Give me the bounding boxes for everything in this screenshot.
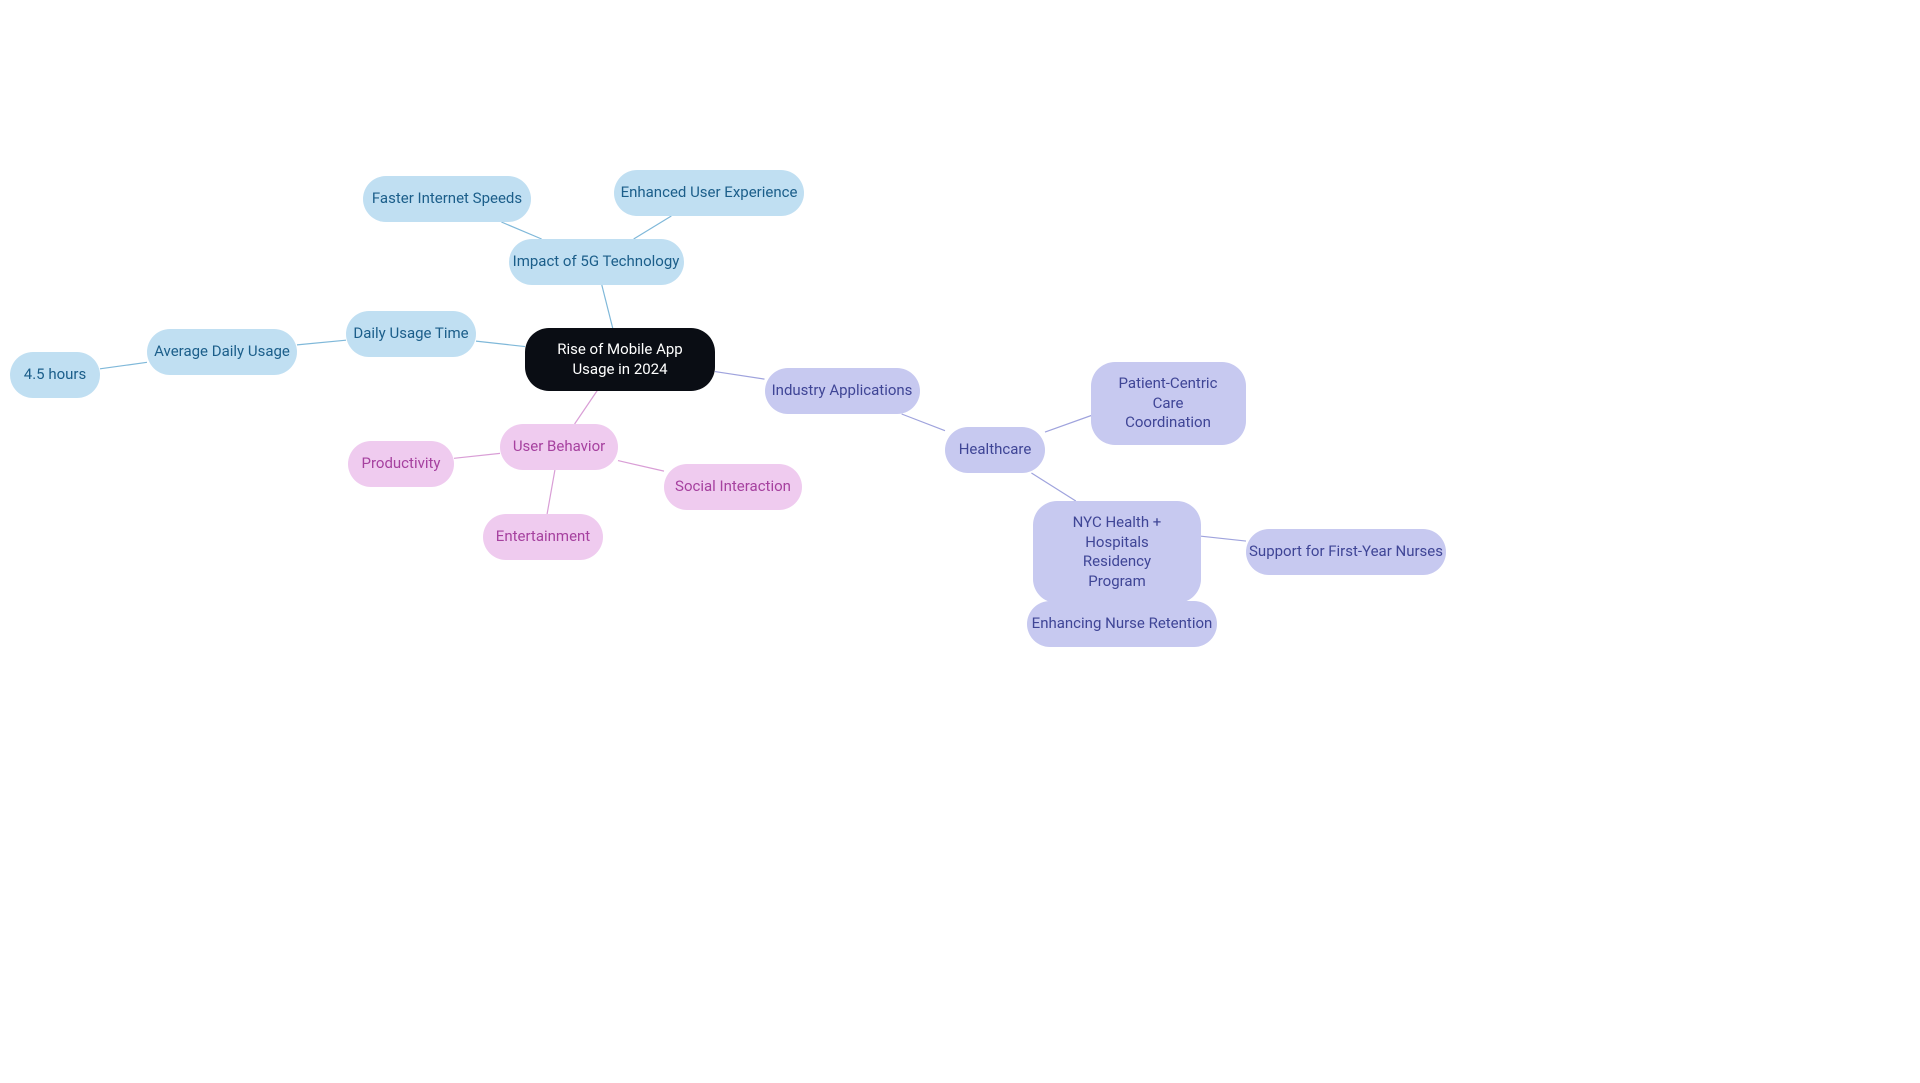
node-entertainment: Entertainment (483, 514, 603, 560)
node-productivity: Productivity (348, 441, 454, 487)
edge-impact5g-faster (501, 222, 541, 239)
edge-avgdaily-hours (100, 362, 147, 368)
node-impact5g: Impact of 5G Technology (509, 239, 684, 285)
edge-root-industry (715, 372, 765, 380)
node-social: Social Interaction (664, 464, 802, 510)
node-enhanced: Enhanced User Experience (614, 170, 804, 216)
edge-root-dailytime (476, 341, 525, 346)
node-userbeh: User Behavior (500, 424, 618, 470)
edge-industry-healthcare (902, 414, 945, 431)
node-firstyear: Support for First-Year Nurses (1246, 529, 1446, 575)
node-avgdaily: Average Daily Usage (147, 329, 297, 375)
edge-healthcare-patientcare (1045, 414, 1095, 432)
node-root: Rise of Mobile App Usage in 2024 (525, 328, 715, 391)
edge-healthcare-nycprogram (1031, 473, 1075, 501)
edge-userbeh-social (618, 461, 664, 472)
edge-userbeh-entertainment (547, 470, 555, 514)
node-healthcare: Healthcare (945, 427, 1045, 473)
node-retention: Enhancing Nurse Retention (1027, 601, 1217, 647)
edge-root-impact5g (602, 285, 613, 328)
node-dailytime: Daily Usage Time (346, 311, 476, 357)
edge-userbeh-productivity (454, 453, 500, 458)
edge-layer (0, 0, 1920, 1083)
edge-nycprogram-firstyear (1201, 536, 1246, 541)
node-faster: Faster Internet Speeds (363, 176, 531, 222)
node-hours: 4.5 hours (10, 352, 100, 398)
node-industry: Industry Applications (765, 368, 920, 414)
node-nycprogram: NYC Health + Hospitals Residency Program (1033, 501, 1201, 603)
edge-impact5g-enhanced (634, 216, 672, 239)
node-patientcare: Patient-Centric Care Coordination (1091, 362, 1246, 445)
edge-root-userbeh (575, 386, 601, 424)
edge-dailytime-avgdaily (297, 340, 346, 345)
